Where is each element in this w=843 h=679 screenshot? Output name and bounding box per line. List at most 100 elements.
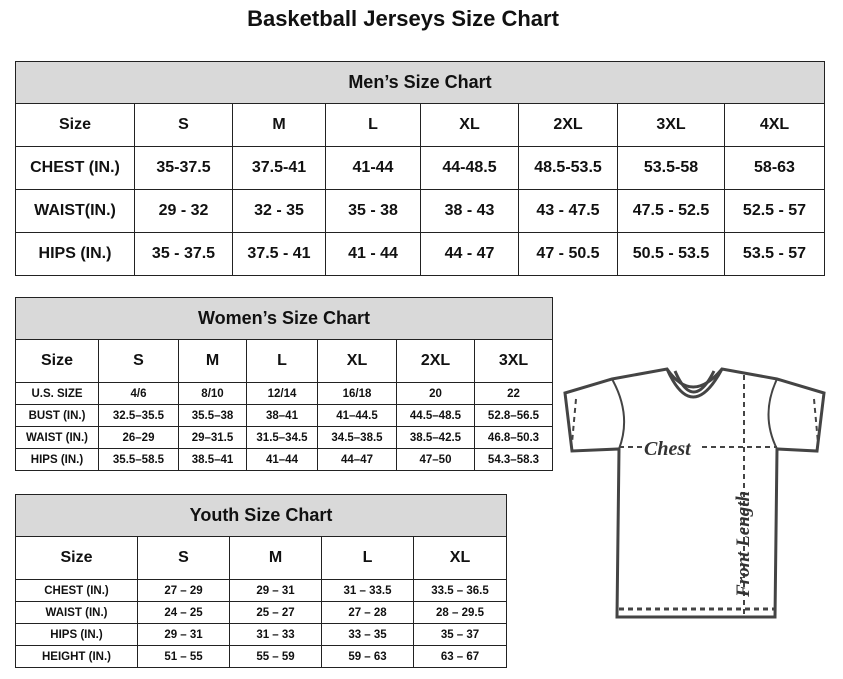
size-header: 2XL — [518, 103, 618, 147]
row-label: HEIGHT (IN.) — [15, 645, 138, 668]
table-cell: 53.5-58 — [617, 146, 725, 190]
table-cell: 51 – 55 — [137, 645, 230, 668]
table-row: HIPS (IN.) 35 - 37.5 37.5 - 41 41 - 44 44 - … — [15, 232, 825, 276]
table-cell: 26–29 — [98, 426, 179, 449]
table-cell: 35.5–38 — [178, 404, 247, 427]
row-label: U.S. SIZE — [15, 382, 99, 405]
table-row: WAIST (IN.) 24 – 25 25 – 27 27 – 28 28 – 29.… — [15, 601, 508, 624]
table-cell: 27 – 29 — [137, 579, 230, 602]
table-cell: 29 – 31 — [137, 623, 230, 646]
jersey-diagram: Chest Front Length — [563, 367, 826, 619]
table-cell: 52.5 - 57 — [724, 189, 825, 233]
table-cell: 31 – 33.5 — [321, 579, 414, 602]
table-cell: 63 – 67 — [412, 645, 508, 668]
table-cell: 29–31.5 — [178, 426, 247, 449]
table-cell: 59 – 63 — [321, 645, 414, 668]
table-cell: 33.5 – 36.5 — [412, 579, 508, 602]
men-chart-heading: Men’s Size Chart — [15, 61, 825, 104]
row-label: CHEST (IN.) — [15, 579, 138, 602]
table-cell: 38 - 43 — [420, 189, 519, 233]
table-cell: 16/18 — [317, 382, 397, 405]
size-header: 2XL — [396, 339, 475, 383]
table-cell: 37.5-41 — [232, 146, 326, 190]
table-row: CHEST (IN.) 27 – 29 29 – 31 31 – 33.5 33.5 –… — [15, 579, 508, 602]
table-cell: 31 – 33 — [229, 623, 322, 646]
row-label: HIPS (IN.) — [15, 448, 99, 471]
mens-size-table: Men’s Size Chart Size S M L XL 2XL 3XL 4XL CHEST … — [15, 61, 825, 276]
table-cell: 32.5–35.5 — [98, 404, 179, 427]
table-cell: 43 - 47.5 — [518, 189, 618, 233]
row-label: HIPS (IN.) — [15, 232, 135, 276]
table-cell: 41 - 44 — [325, 232, 421, 276]
table-row: Size S M L XL — [15, 536, 508, 580]
table-cell: 29 – 31 — [229, 579, 322, 602]
table-cell: 46.8–50.3 — [473, 426, 554, 449]
size-header: 3XL — [473, 339, 554, 383]
table-cell: 50.5 - 53.5 — [617, 232, 725, 276]
table-cell: 53.5 - 57 — [724, 232, 825, 276]
size-header: XL — [317, 339, 397, 383]
table-cell: 48.5-53.5 — [518, 146, 618, 190]
table-cell: 35-37.5 — [134, 146, 233, 190]
table-cell: 35 - 37.5 — [134, 232, 233, 276]
row-label: WAIST (IN.) — [15, 426, 99, 449]
table-cell: 33 – 35 — [321, 623, 414, 646]
table-cell: 47–50 — [396, 448, 475, 471]
size-header: M — [229, 536, 322, 580]
women-chart-heading: Women’s Size Chart — [14, 297, 554, 340]
table-cell: 28 – 29.5 — [412, 601, 508, 624]
table-cell: 29 - 32 — [134, 189, 233, 233]
table-cell: 44.5–48.5 — [396, 404, 475, 427]
table-cell: 38–41 — [246, 404, 318, 427]
row-label: Size — [15, 536, 138, 580]
table-cell: 22 — [473, 382, 554, 405]
table-cell: 47 - 50.5 — [518, 232, 618, 276]
table-row: HIPS (IN.) 29 – 31 31 – 33 33 – 35 35 – 37 — [15, 623, 508, 646]
table-cell: 8/10 — [178, 382, 247, 405]
table-cell: 55 – 59 — [229, 645, 322, 668]
table-row: Size S M L XL 2XL 3XL — [15, 339, 554, 383]
size-header: S — [98, 339, 179, 383]
jersey-outline — [563, 367, 826, 619]
table-cell: 47.5 - 52.5 — [617, 189, 725, 233]
table-cell: 38.5–42.5 — [396, 426, 475, 449]
row-label: Size — [15, 103, 135, 147]
table-cell: 34.5–38.5 — [317, 426, 397, 449]
size-header: 3XL — [617, 103, 725, 147]
table-row: HEIGHT (IN.) 51 – 55 55 – 59 59 – 63 63 – 67 — [15, 645, 508, 668]
table-row: WAIST (IN.) 26–29 29–31.5 31.5–34.5 34.5–38.… — [15, 426, 554, 449]
size-header: M — [232, 103, 326, 147]
table-row: WAIST(IN.) 29 - 32 32 - 35 35 - 38 38 - 43 43… — [15, 189, 825, 233]
table-cell: 31.5–34.5 — [246, 426, 318, 449]
table-cell: 52.8–56.5 — [473, 404, 554, 427]
size-header: S — [137, 536, 230, 580]
table-cell: 20 — [396, 382, 475, 405]
front-length-label: Front Length — [733, 491, 754, 598]
youth-size-table: Youth Size Chart Size S M L XL CHEST (IN.) 27 –… — [14, 494, 508, 668]
table-cell: 35 - 38 — [325, 189, 421, 233]
table-cell: 25 – 27 — [229, 601, 322, 624]
size-header: 4XL — [724, 103, 825, 147]
row-label: WAIST (IN.) — [15, 601, 138, 624]
size-header: S — [134, 103, 233, 147]
table-row: HIPS (IN.) 35.5–58.5 38.5–41 41–44 44–47 47–5… — [15, 448, 554, 471]
table-row: Size S M L XL 2XL 3XL 4XL — [15, 103, 825, 147]
womens-size-table: Women’s Size Chart Size S M L XL 2XL 3XL U.S. SI… — [14, 297, 554, 471]
youth-chart-heading: Youth Size Chart — [14, 494, 508, 537]
table-cell: 24 – 25 — [137, 601, 230, 624]
row-label: Size — [15, 339, 99, 383]
table-cell: 35.5–58.5 — [98, 448, 179, 471]
table-cell: 38.5–41 — [178, 448, 247, 471]
table-cell: 44–47 — [317, 448, 397, 471]
size-header: XL — [412, 536, 508, 580]
table-cell: 27 – 28 — [321, 601, 414, 624]
table-cell: 54.3–58.3 — [473, 448, 554, 471]
table-cell: 4/6 — [98, 382, 179, 405]
table-cell: 35 – 37 — [412, 623, 508, 646]
table-cell: 41-44 — [325, 146, 421, 190]
size-header: M — [178, 339, 247, 383]
table-cell: 58-63 — [724, 146, 825, 190]
row-label: HIPS (IN.) — [15, 623, 138, 646]
table-cell: 44-48.5 — [420, 146, 519, 190]
table-cell: 41–44 — [246, 448, 318, 471]
